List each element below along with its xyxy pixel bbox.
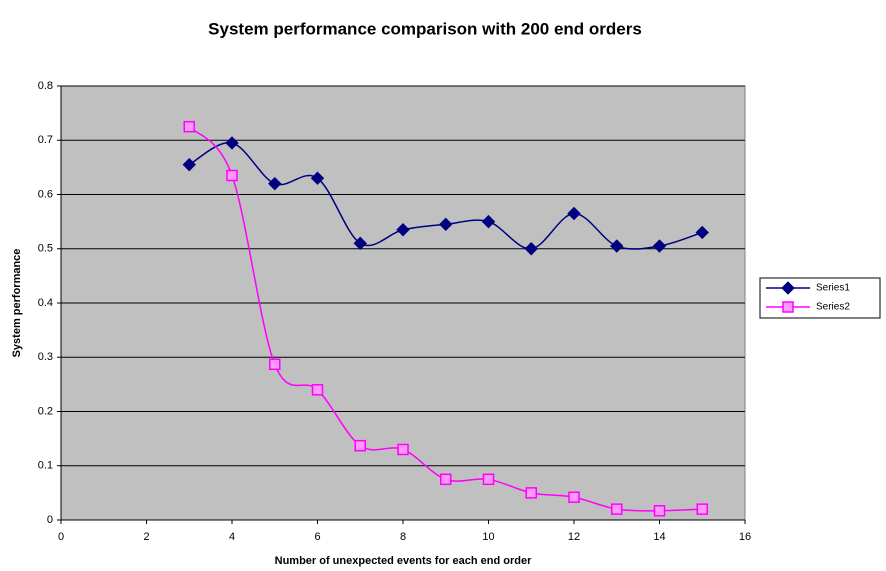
data-point — [397, 443, 409, 456]
data-point — [225, 136, 239, 150]
y-axis-title: System performance — [11, 249, 23, 358]
data-point — [439, 217, 453, 232]
x-tick-label: 12 — [568, 531, 580, 543]
y-tick-label: 0.6 — [38, 188, 53, 200]
data-point — [524, 242, 538, 256]
legend-label: Series1 — [816, 283, 850, 294]
x-tick-label: 6 — [314, 531, 320, 543]
x-tick-label: 0 — [58, 531, 64, 543]
data-point — [653, 505, 666, 517]
legend-marker — [782, 301, 794, 313]
legend-marker — [781, 281, 795, 295]
data-point — [568, 491, 580, 503]
y-tick-label: 0.3 — [38, 351, 53, 363]
x-tick-label: 16 — [739, 531, 751, 543]
data-point — [482, 473, 495, 486]
data-point — [481, 214, 496, 229]
data-point — [611, 503, 623, 515]
data-point — [652, 239, 667, 253]
data-point — [695, 225, 709, 240]
y-tick-label: 0 — [47, 514, 53, 526]
y-tick-label: 0.2 — [38, 405, 53, 417]
y-tick-label: 0.8 — [38, 80, 53, 92]
data-point — [269, 358, 281, 371]
data-point — [696, 503, 708, 515]
data-point — [182, 157, 196, 172]
data-point — [353, 236, 367, 251]
data-point — [310, 171, 325, 185]
data-point — [311, 384, 324, 396]
data-point — [183, 120, 195, 133]
x-tick-label: 4 — [229, 531, 235, 543]
data-point — [610, 239, 624, 253]
y-tick-label: 0.4 — [38, 297, 53, 309]
y-tick-label: 0.5 — [38, 243, 53, 255]
data-point — [440, 473, 452, 486]
data-point — [354, 439, 366, 452]
data-point — [567, 206, 581, 221]
x-tick-label: 10 — [482, 531, 494, 543]
x-axis-title: Number of unexpected events for each end… — [275, 555, 532, 567]
y-tick-label: 0.7 — [38, 134, 53, 146]
legend — [759, 277, 881, 319]
x-tick-label: 2 — [143, 531, 149, 543]
chart-title: System performance comparison with 200 e… — [208, 19, 642, 38]
data-point — [396, 223, 410, 237]
legend-label: Series2 — [816, 302, 850, 313]
data-point — [268, 176, 282, 191]
data-point — [525, 487, 537, 499]
x-tick-label: 14 — [653, 531, 665, 543]
y-tick-label: 0.1 — [38, 460, 53, 472]
x-tick-label: 8 — [400, 531, 406, 543]
data-point — [226, 169, 238, 182]
